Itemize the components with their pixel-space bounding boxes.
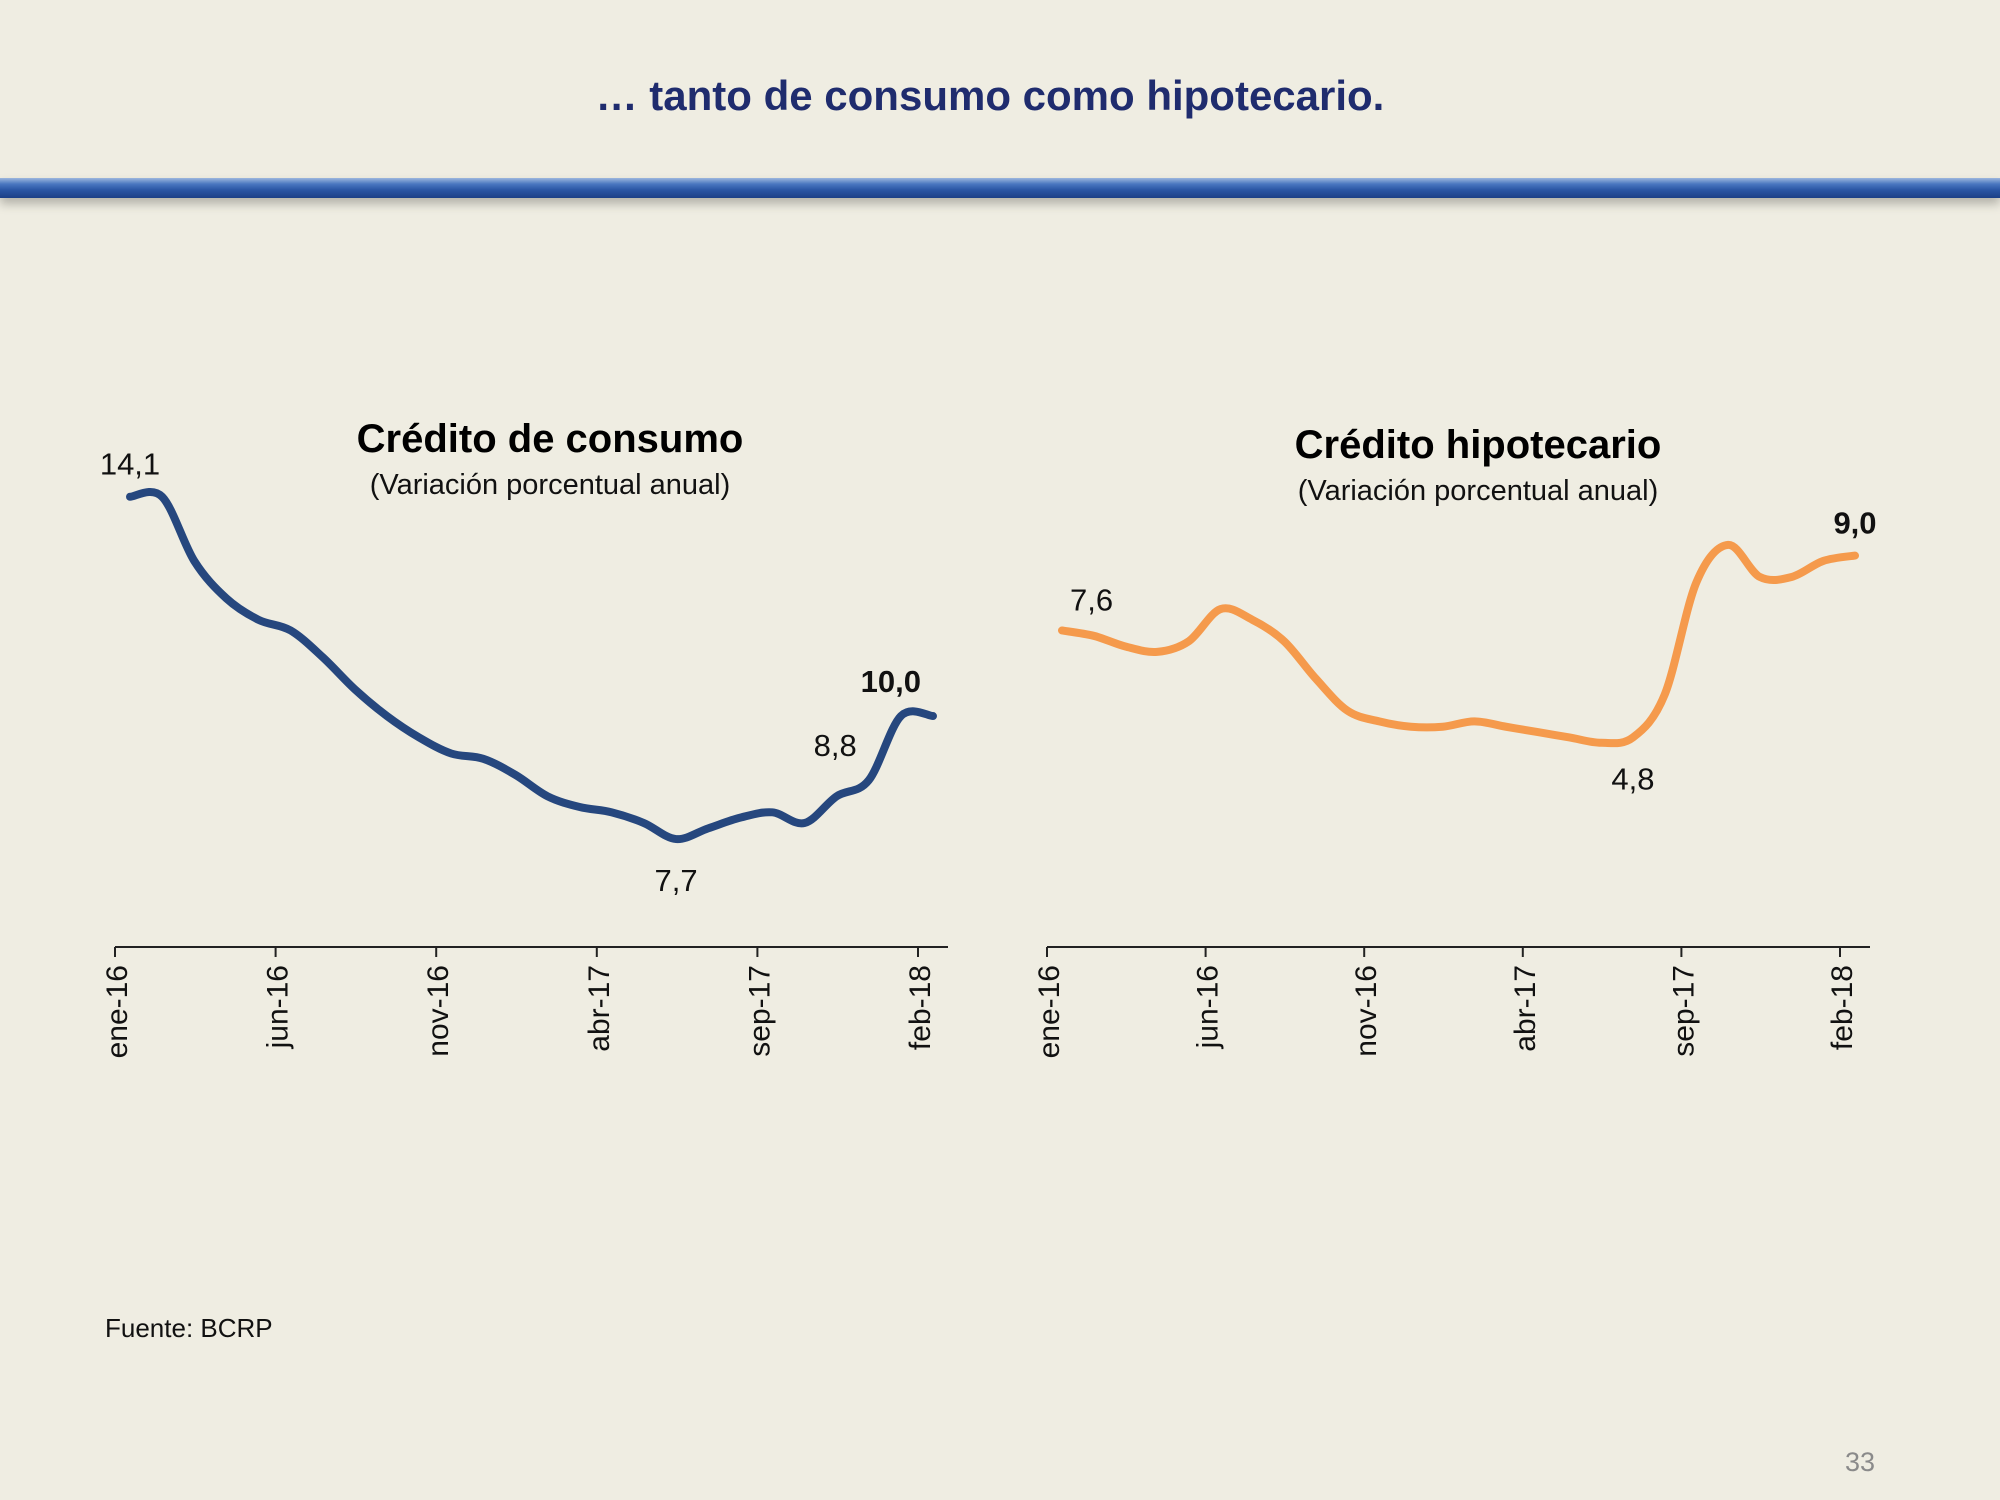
page-number: 33 [1845,1447,1876,1477]
header-divider [0,178,2000,198]
mortgage-x-tick-label: ene-16 [1033,965,1066,1058]
consumer-credit-chart: Crédito de consumo (Variación porcentual … [0,0,1000,1205]
mortgage-data-label: 7,6 [1070,582,1113,617]
consumer-data-label: 8,8 [814,728,857,763]
consumer-chart-title: Crédito de consumo [357,417,744,461]
consumer-x-tick-label: jun-16 [262,965,295,1049]
consumer-x-tick-label: nov-16 [422,965,455,1057]
consumer-x-tick-label: sep-17 [743,965,776,1057]
consumer-data-label: 7,7 [654,863,697,898]
consumer-data-label: 10,0 [861,664,921,699]
consumer-data-label: 14,1 [100,447,160,482]
consumer-x-tick-label: feb-18 [904,965,937,1050]
mortgage-data-label: 4,8 [1611,761,1654,796]
consumer-series-line [126,488,937,844]
mortgage-chart-subtitle: (Variación porcentual anual) [1298,475,1659,507]
mortgage-series-line [1058,540,1859,748]
mortgage-x-tick-label: nov-16 [1350,965,1383,1057]
mortgage-x-tick-label: abr-17 [1509,965,1542,1052]
consumer-x-tick-label: abr-17 [583,965,616,1052]
mortgage-chart-title: Crédito hipotecario [1295,423,1662,467]
slide-title: … tanto de consumo como hipotecario. [595,72,1385,119]
mortgage-x-tick-label: jun-16 [1192,965,1225,1049]
mortgage-x-tick-label: sep-17 [1667,965,1700,1057]
consumer-chart-subtitle: (Variación porcentual anual) [370,469,731,501]
consumer-x-tick-label: ene-16 [101,965,134,1058]
mortgage-x-tick-label: feb-18 [1826,965,1859,1050]
mortgage-data-label: 9,0 [1833,506,1876,541]
consumer-credit-chart-svg: Crédito de consumo (Variación porcentual … [100,417,948,1058]
mortgage-credit-chart: Crédito hipotecario (Variación porcentual… [1000,0,2000,1205]
mortgage-credit-chart-svg: Crédito hipotecario (Variación porcentual… [1033,423,1877,1058]
source-note: Fuente: BCRP [105,1313,273,1343]
